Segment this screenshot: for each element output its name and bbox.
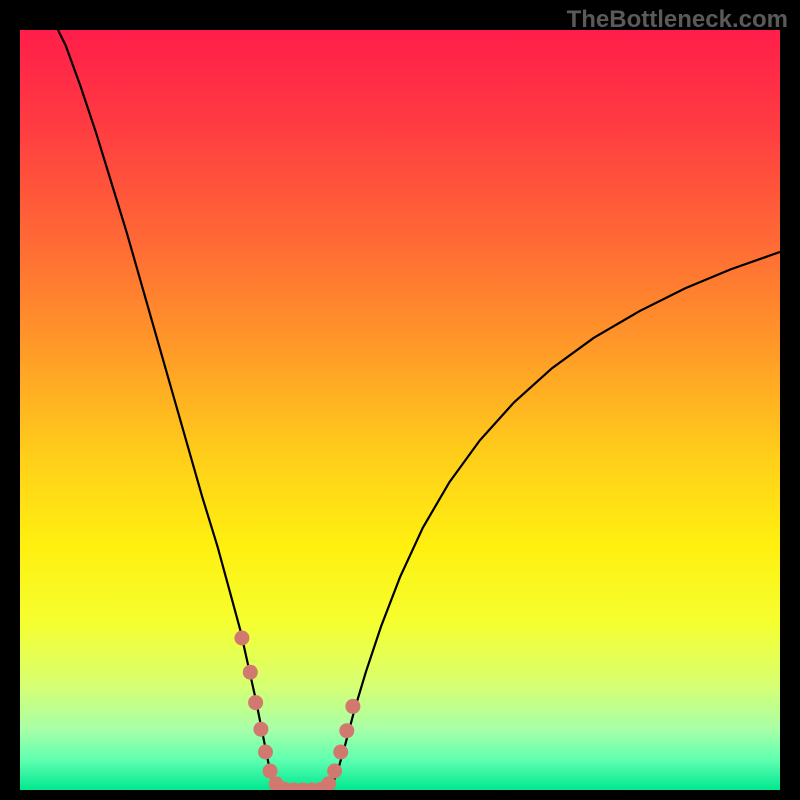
marker-dot	[253, 722, 268, 737]
plot-area	[20, 30, 780, 790]
marker-dot	[327, 764, 342, 779]
marker-dot	[345, 699, 360, 714]
marker-dot	[234, 631, 249, 646]
curve-line	[58, 30, 780, 790]
marker-dots	[234, 631, 360, 791]
marker-dot	[263, 764, 278, 779]
plot-frame	[20, 30, 780, 790]
chart-svg	[20, 30, 780, 790]
marker-dot	[339, 723, 354, 738]
marker-dot	[243, 665, 258, 680]
watermark-text: TheBottleneck.com	[567, 6, 788, 34]
marker-dot	[248, 695, 263, 710]
marker-dot	[333, 745, 348, 760]
marker-dot	[258, 745, 273, 760]
